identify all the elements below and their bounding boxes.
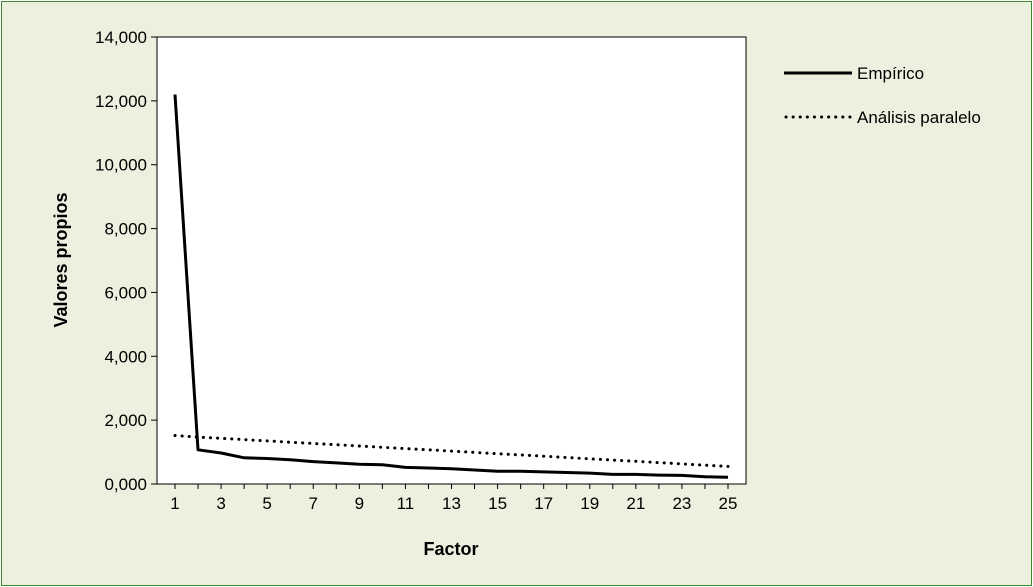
series-line-empirico <box>173 94 729 479</box>
legend-label-analisis-paralelo: Análisis paralelo <box>857 108 981 127</box>
y-tick-label: 6,000 <box>104 283 147 302</box>
x-tick-label: 19 <box>580 494 599 513</box>
x-axis: 1 3 5 7 9 11 13 15 17 19 21 23 25 <box>170 484 737 513</box>
y-tick-label: 12,000 <box>95 92 147 111</box>
x-tick-label: 23 <box>672 494 691 513</box>
legend-label-empirico: Empírico <box>857 64 924 83</box>
x-tick-label: 13 <box>442 494 461 513</box>
x-tick-label: 17 <box>534 494 553 513</box>
x-tick-label: 3 <box>216 494 225 513</box>
x-tick-label: 5 <box>262 494 271 513</box>
x-axis-title: Factor <box>423 539 478 559</box>
y-tick-label: 0,000 <box>104 475 147 494</box>
y-axis: 0,000 2,000 4,000 6,000 8,000 10,000 12,000 14,… <box>95 28 157 494</box>
y-tick-label: 14,000 <box>95 28 147 47</box>
x-tick-label: 11 <box>397 494 415 513</box>
legend: Empírico Análisis paralelo <box>784 64 981 127</box>
x-tick-label: 25 <box>719 494 738 513</box>
x-tick-label: 21 <box>626 494 645 513</box>
y-tick-label: 4,000 <box>104 347 147 366</box>
x-tick-label: 1 <box>170 494 179 513</box>
x-tick-label: 9 <box>355 494 364 513</box>
y-axis-title: Valores propios <box>51 192 71 327</box>
series-layer <box>173 94 730 479</box>
y-tick-label: 8,000 <box>104 220 147 239</box>
y-tick-label: 2,000 <box>104 411 147 430</box>
series-line-analisis-paralelo <box>173 434 730 468</box>
x-tick-label: 7 <box>309 494 318 513</box>
x-tick-label: 15 <box>488 494 507 513</box>
y-tick-label: 10,000 <box>95 156 147 175</box>
plot-area <box>156 36 747 485</box>
